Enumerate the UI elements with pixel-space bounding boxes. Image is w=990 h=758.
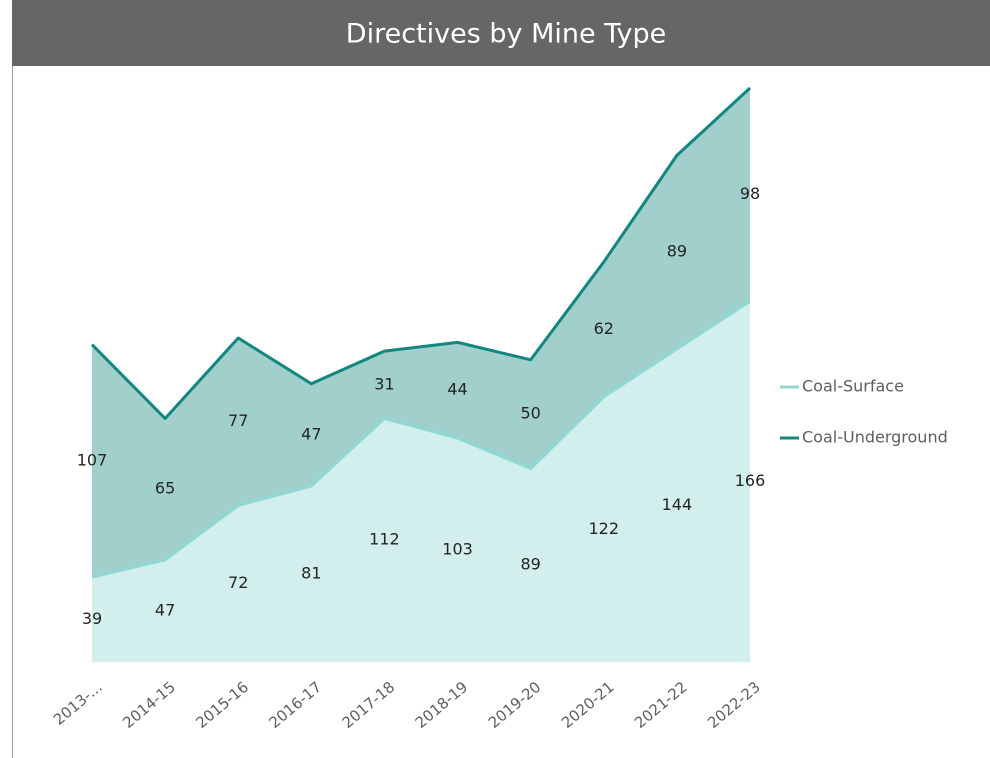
data-label: 65 xyxy=(155,479,175,498)
data-label: 112 xyxy=(369,530,400,549)
data-label: 89 xyxy=(520,555,540,574)
area xyxy=(92,88,750,578)
data-label: 81 xyxy=(301,563,321,582)
legend-label: Coal-Surface xyxy=(802,377,904,396)
data-label: 50 xyxy=(520,404,540,423)
x-tick-label: 2021-22 xyxy=(631,678,691,732)
x-tick-label: 2017-18 xyxy=(339,678,399,732)
x-tick-label: 2022-23 xyxy=(704,678,764,732)
line xyxy=(91,299,751,579)
data-label: 107 xyxy=(77,450,108,469)
data-label: 47 xyxy=(155,600,175,619)
data-label: 47 xyxy=(301,424,321,443)
data-label: 122 xyxy=(589,519,620,538)
x-tick-label: 2019-20 xyxy=(485,678,545,732)
data-label: 39 xyxy=(82,609,102,628)
legend-label: Coal-Underground xyxy=(802,428,948,447)
data-label: 166 xyxy=(735,471,766,490)
data-label: 144 xyxy=(662,495,693,514)
x-tick-label: 2014-15 xyxy=(119,678,179,732)
area xyxy=(92,301,750,662)
chart-title: Directives by Mine Type xyxy=(346,19,666,50)
data-label: 62 xyxy=(594,319,614,338)
data-label: 44 xyxy=(447,380,467,399)
x-tick-label: 2018-19 xyxy=(412,678,472,732)
x-tick-label: 2020-21 xyxy=(558,678,618,732)
data-label: 31 xyxy=(374,374,394,393)
data-label: 98 xyxy=(740,184,760,203)
x-tick-label: 2013-... xyxy=(50,678,106,729)
line xyxy=(90,86,752,420)
data-label: 72 xyxy=(228,573,248,592)
x-tick-label: 2015-16 xyxy=(192,678,252,732)
data-label: 77 xyxy=(228,411,248,430)
title-bar xyxy=(12,0,990,66)
data-label: 103 xyxy=(442,540,473,559)
data-label: 89 xyxy=(667,242,687,261)
x-tick-label: 2016-17 xyxy=(266,678,326,732)
